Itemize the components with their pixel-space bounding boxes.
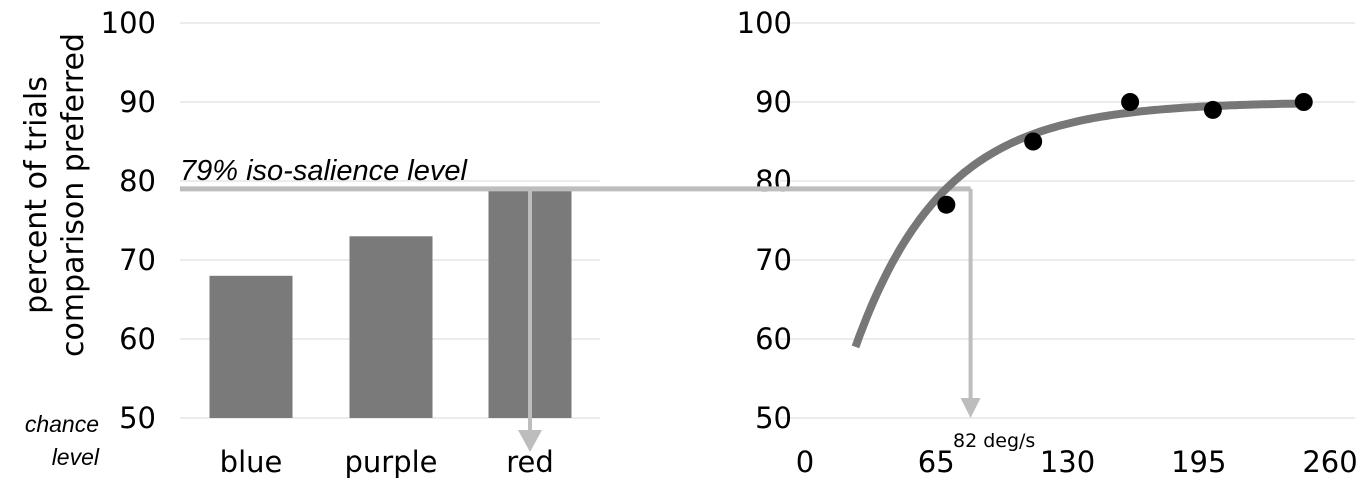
right-y-tick-label: 70 — [755, 243, 792, 277]
data-point — [937, 195, 956, 214]
right-y-tick-label: 60 — [755, 322, 792, 356]
data-point — [1024, 132, 1043, 151]
threshold-label: 82 deg/s — [953, 430, 1035, 452]
right-y-tick-label: 80 — [755, 164, 792, 198]
chance-level-label-line2: level — [52, 444, 100, 470]
data-point — [1203, 100, 1222, 119]
right-x-tick-label: 195 — [1171, 445, 1226, 479]
data-points — [937, 93, 1313, 214]
right-y-tick-label: 50 — [755, 401, 792, 435]
iso-salience-label: 79% iso-salience level — [180, 155, 468, 187]
right-x-tick-label: 0 — [796, 445, 814, 479]
category-labels: blue purple red — [220, 445, 554, 479]
left-y-tick-label: 80 — [119, 164, 156, 198]
right-gridlines — [780, 22, 1355, 419]
right-x-tick-label: 65 — [918, 445, 955, 479]
left-y-tick-label: 50 — [119, 401, 156, 435]
left-y-tick-label: 90 — [119, 85, 156, 119]
right-y-tick-label: 100 — [737, 6, 792, 40]
data-point — [1294, 93, 1313, 111]
left-y-tick-label: 60 — [119, 322, 156, 356]
category-label-purple: purple — [344, 445, 437, 479]
left-y-tick-labels: 50 60 70 80 90 100 — [101, 6, 156, 435]
chance-level-label-line1: chance — [25, 411, 99, 437]
left-y-tick-label: 100 — [101, 6, 156, 40]
left-y-tick-label: 70 — [119, 243, 156, 277]
bar-blue — [209, 275, 293, 418]
y-axis-label-line2: comparison preferred — [56, 33, 91, 357]
right-x-tick-label: 260 — [1302, 445, 1357, 479]
right-y-tick-labels: 50 60 70 80 90 100 — [737, 6, 792, 435]
threshold-arrowhead — [960, 398, 981, 418]
right-x-tick-labels: 0 65 130 195 260 — [796, 445, 1358, 479]
data-point — [1121, 93, 1140, 111]
y-axis-label-line1: percent of trials — [19, 76, 54, 314]
right-x-tick-label: 130 — [1040, 445, 1095, 479]
category-label-blue: blue — [220, 445, 283, 479]
red-bar-arrowhead — [518, 430, 542, 452]
right-y-tick-label: 90 — [755, 85, 792, 119]
fit-curve — [851, 99, 1308, 349]
bar-series — [209, 188, 572, 418]
bar-purple — [349, 236, 433, 418]
